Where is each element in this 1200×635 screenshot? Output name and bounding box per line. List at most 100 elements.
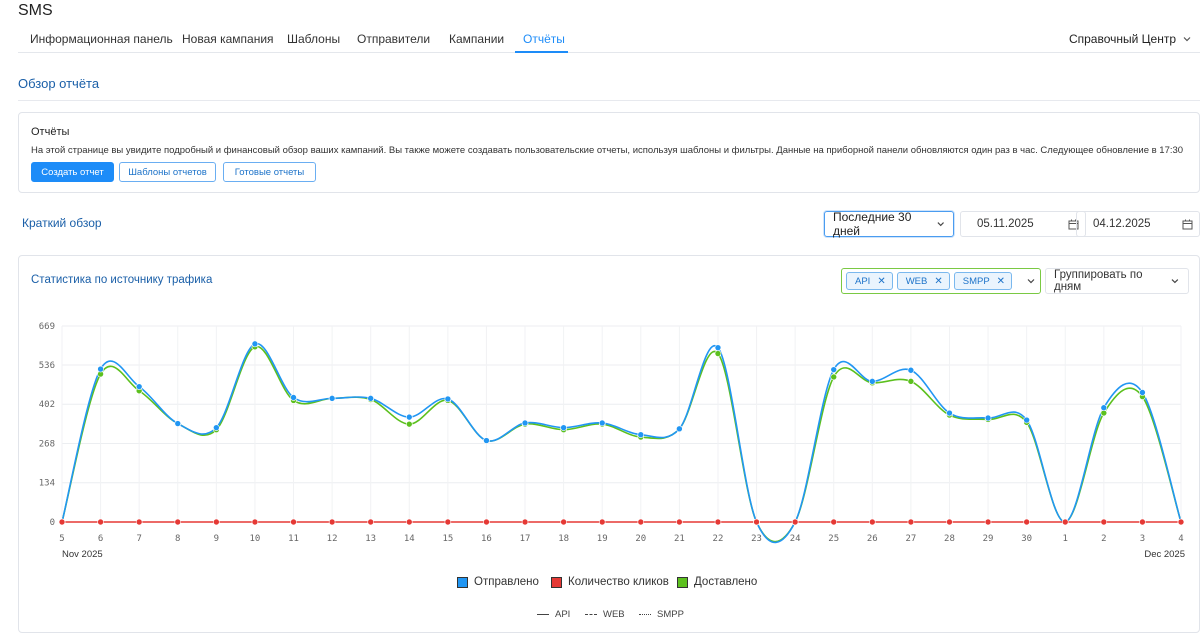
- x-tick-label: 17: [520, 534, 531, 544]
- data-point-sent: [560, 424, 567, 431]
- data-point-sent: [251, 340, 259, 348]
- tab-senders[interactable]: Отправители: [357, 32, 431, 46]
- x-tick-label: 11: [288, 534, 299, 544]
- data-point-sent: [1139, 389, 1146, 396]
- series-line-delivered: [61, 345, 1182, 543]
- data-point-clicks: [483, 518, 490, 526]
- x-tick-label: 2: [1101, 534, 1106, 544]
- help-center-menu[interactable]: Справочный Центр: [1069, 32, 1192, 46]
- x-tick-label: 21: [674, 534, 685, 544]
- close-icon[interactable]: ✕: [934, 275, 943, 287]
- chip-label: SMPP: [962, 275, 990, 287]
- data-point-clicks: [598, 518, 606, 526]
- data-point-sent: [869, 378, 876, 385]
- x-month-label-end: Dec 2025: [1144, 549, 1185, 560]
- dashed-line-swatch: [585, 614, 597, 615]
- legend-item-clicks[interactable]: Количество кликов: [551, 576, 669, 588]
- source-legend-web: WEB: [585, 609, 625, 620]
- x-tick-label: 7: [136, 534, 141, 544]
- data-point-clicks: [791, 518, 799, 526]
- x-tick-label: 15: [442, 534, 453, 544]
- report-templates-button[interactable]: Шаблоны отчетов: [119, 162, 216, 182]
- data-point-sent: [213, 424, 220, 431]
- filter-chip-smpp[interactable]: SMPP ✕: [953, 272, 1013, 290]
- close-icon[interactable]: ✕: [877, 275, 886, 287]
- data-point-sent: [1023, 416, 1030, 424]
- data-point-sent: [367, 395, 374, 402]
- tab-dashboard[interactable]: Информационная панель: [30, 32, 173, 46]
- source-legend-label: SMPP: [657, 609, 684, 620]
- chip-label: WEB: [905, 275, 928, 287]
- date-from-input[interactable]: 05.11.2025: [960, 211, 1086, 237]
- close-icon[interactable]: ✕: [996, 275, 1006, 287]
- divider: [18, 100, 1200, 101]
- data-point-clicks: [135, 518, 143, 526]
- legend-label: Доставлено: [694, 576, 758, 588]
- data-point-delivered: [714, 350, 722, 357]
- x-tick-label: 24: [790, 534, 801, 544]
- data-point-sent: [676, 425, 683, 433]
- x-tick-label: 4: [1178, 534, 1183, 544]
- x-tick-label: 18: [558, 534, 569, 544]
- x-tick-label: 16: [481, 534, 492, 544]
- chip-label: API: [855, 275, 871, 287]
- data-point-clicks: [1100, 518, 1108, 526]
- section-title: Обзор отчёта: [18, 76, 100, 91]
- data-point-delivered: [830, 373, 838, 381]
- x-tick-label: 13: [365, 534, 376, 544]
- period-select[interactable]: Последние 30 дней: [824, 210, 954, 238]
- data-point-sent: [946, 409, 953, 417]
- data-point-clicks: [869, 518, 876, 526]
- source-legend-label: API: [555, 609, 571, 620]
- x-tick-label: 8: [175, 534, 180, 544]
- x-tick-label: 22: [713, 534, 724, 544]
- data-point-clicks: [984, 518, 992, 526]
- tab-templates[interactable]: Шаблоны: [287, 32, 341, 46]
- chevron-down-icon[interactable]: [1026, 276, 1036, 286]
- data-point-clicks: [405, 518, 413, 526]
- data-point-clicks: [560, 518, 567, 526]
- calendar-icon[interactable]: [1182, 219, 1193, 230]
- legend-label: Отправлено: [474, 576, 539, 588]
- legend-item-delivered[interactable]: Доставлено: [677, 576, 757, 588]
- legend-swatch: [677, 576, 688, 588]
- group-by-select[interactable]: Группировать по дням: [1045, 268, 1189, 294]
- data-point-sent: [405, 413, 413, 421]
- data-point-sent: [830, 366, 838, 373]
- reports-card: Отчёты На этой странице вы увидите подро…: [18, 112, 1200, 193]
- date-to-input[interactable]: 04.12.2025: [1076, 211, 1200, 237]
- data-point-sent: [714, 344, 722, 351]
- data-point-clicks: [1061, 518, 1069, 526]
- data-point-clicks: [521, 518, 529, 526]
- brief-overview-title: Краткий обзор: [22, 216, 102, 230]
- x-month-label-start: Nov 2025: [62, 549, 103, 560]
- legend-label: Количество кликов: [568, 576, 669, 588]
- legend-swatch: [457, 576, 468, 588]
- data-point-clicks: [251, 518, 259, 526]
- filter-chip-web[interactable]: WEB ✕: [896, 272, 950, 290]
- data-point-sent: [290, 394, 297, 401]
- source-filter[interactable]: API ✕ WEB ✕ SMPP ✕: [841, 268, 1041, 294]
- main-nav: Информационная панель Новая кампания Шаб…: [18, 28, 1200, 53]
- data-point-clicks: [946, 518, 953, 526]
- legend-item-sent[interactable]: Отправлено: [457, 576, 539, 588]
- x-tick-label: 20: [635, 534, 646, 544]
- data-point-sent: [97, 365, 104, 373]
- tab-reports[interactable]: Отчёты: [523, 32, 565, 46]
- app-title: SMS: [18, 2, 53, 19]
- tab-campaigns[interactable]: Кампании: [449, 32, 505, 46]
- x-tick-label: 12: [327, 534, 338, 544]
- reports-card-title: Отчёты: [31, 126, 70, 138]
- date-to-value: 04.12.2025: [1093, 218, 1151, 230]
- data-point-clicks: [1023, 518, 1030, 526]
- series-line-sent: [61, 343, 1182, 544]
- data-point-clicks: [213, 518, 220, 526]
- filter-chip-api[interactable]: API ✕: [846, 272, 893, 290]
- data-point-sent: [174, 420, 182, 427]
- period-select-value: Последние 30 дней: [833, 210, 912, 238]
- chevron-down-icon: [1183, 37, 1191, 42]
- create-report-button[interactable]: Создать отчет: [31, 162, 114, 182]
- ready-reports-button[interactable]: Готовые отчеты: [223, 162, 316, 182]
- tab-new-campaign[interactable]: Новая кампания: [182, 32, 274, 46]
